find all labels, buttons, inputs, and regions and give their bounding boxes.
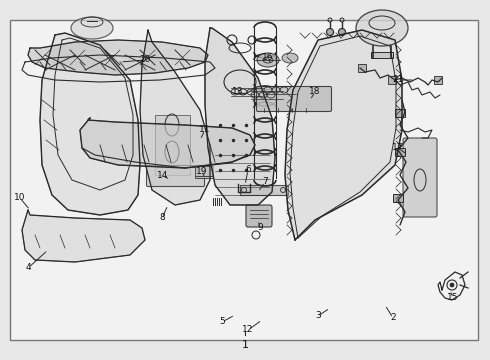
Polygon shape xyxy=(80,118,255,168)
Polygon shape xyxy=(285,30,402,240)
Bar xyxy=(240,185,288,195)
Text: 5: 5 xyxy=(219,318,225,327)
Ellipse shape xyxy=(356,10,408,46)
Polygon shape xyxy=(140,30,210,205)
Text: 6: 6 xyxy=(245,166,251,175)
Text: 19: 19 xyxy=(196,167,208,176)
Polygon shape xyxy=(205,28,275,205)
Bar xyxy=(395,148,405,156)
Text: 1: 1 xyxy=(242,340,248,350)
Circle shape xyxy=(339,28,345,36)
Bar xyxy=(395,109,405,117)
Ellipse shape xyxy=(71,17,113,39)
Bar xyxy=(10,20,478,340)
Text: 17: 17 xyxy=(392,144,404,153)
Text: 7: 7 xyxy=(262,177,268,186)
Bar xyxy=(155,115,190,175)
Ellipse shape xyxy=(257,53,279,67)
Circle shape xyxy=(326,28,334,36)
Polygon shape xyxy=(22,210,145,262)
Text: 20: 20 xyxy=(139,55,151,64)
Ellipse shape xyxy=(282,53,298,63)
Text: 18: 18 xyxy=(309,87,321,96)
FancyBboxPatch shape xyxy=(246,205,272,227)
Text: 10: 10 xyxy=(14,194,26,202)
Text: 3: 3 xyxy=(315,311,321,320)
Polygon shape xyxy=(28,40,208,75)
Text: 2: 2 xyxy=(390,314,396,323)
Polygon shape xyxy=(40,33,140,215)
Text: 4: 4 xyxy=(25,264,31,273)
Circle shape xyxy=(450,283,454,287)
Bar xyxy=(195,166,213,178)
FancyBboxPatch shape xyxy=(147,166,204,186)
Bar xyxy=(358,64,366,72)
Bar xyxy=(388,76,396,84)
Text: 11: 11 xyxy=(199,126,211,135)
Text: 16: 16 xyxy=(262,54,274,63)
FancyBboxPatch shape xyxy=(403,138,437,217)
Text: 13: 13 xyxy=(232,87,244,96)
Text: 12: 12 xyxy=(243,325,254,334)
Bar xyxy=(434,76,442,84)
Text: 9: 9 xyxy=(257,224,263,233)
Bar xyxy=(393,194,403,202)
Bar xyxy=(371,52,393,58)
Text: 14: 14 xyxy=(157,171,169,180)
FancyBboxPatch shape xyxy=(256,86,332,112)
Text: 21: 21 xyxy=(392,76,404,85)
Text: 8: 8 xyxy=(159,213,165,222)
Text: 15: 15 xyxy=(447,293,459,302)
